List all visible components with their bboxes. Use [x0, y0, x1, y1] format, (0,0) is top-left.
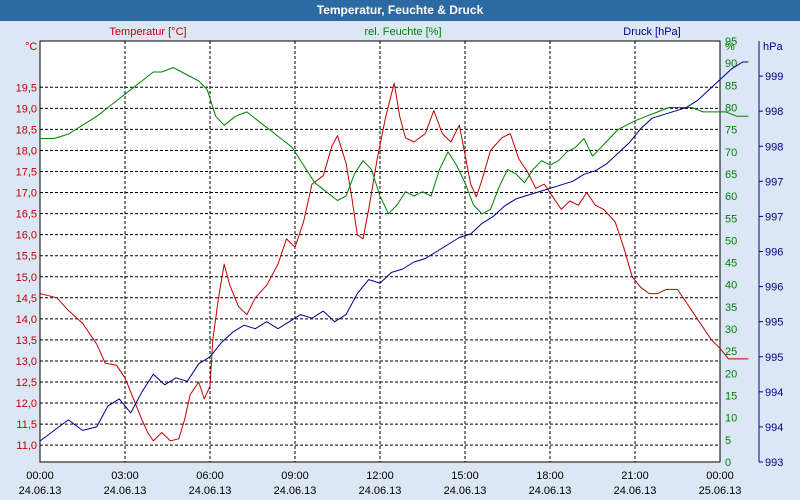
pressure-tick-label: 994: [765, 422, 783, 434]
x-tick-time: 09:00: [281, 470, 309, 482]
humidity-tick-label: 55: [725, 213, 737, 225]
temperature-tick-label: 12,5: [16, 377, 37, 389]
humidity-tick-label: 80: [725, 102, 737, 114]
pressure-tick-label: 995: [765, 352, 783, 364]
plot-border: [39, 40, 721, 463]
x-tick-date: 24.06.13: [104, 485, 147, 497]
pressure-tick-label: 997: [765, 211, 783, 223]
temperature-tick-label: 18,0: [16, 145, 37, 157]
humidity-tick-label: 25: [725, 346, 737, 358]
pressure-tick-label: 999: [765, 71, 783, 83]
humidity-tick-label: 35: [725, 302, 737, 314]
x-tick-time: 18:00: [536, 470, 564, 482]
temperature-tick-label: 16,0: [16, 230, 37, 242]
humidity-tick-label: 40: [725, 280, 737, 292]
pressure-tick-label: 993: [765, 457, 783, 469]
humidity-tick-label: 65: [725, 169, 737, 181]
temperature-tick-label: 16,5: [16, 209, 37, 221]
x-tick-date: 24.06.13: [444, 485, 487, 497]
x-tick-date: 25.06.13: [699, 485, 742, 497]
humidity-tick-label: 30: [725, 324, 737, 336]
temperature-tick-label: 19,0: [16, 103, 37, 115]
pressure-tick-label: 994: [765, 387, 783, 399]
series-line-temperature: [39, 82, 749, 442]
temperature-tick-label: 13,0: [16, 356, 37, 368]
temperature-tick-label: 15,5: [16, 251, 37, 263]
x-tick-time: 21:00: [621, 470, 649, 482]
grid: [40, 41, 720, 462]
humidity-tick-label: 85: [725, 80, 737, 92]
pressure-tick-label: 996: [765, 247, 783, 259]
temperature-tick-label: 14,0: [16, 314, 37, 326]
pressure-tick-label: 996: [765, 282, 783, 294]
humidity-axis-label: rel. Feuchte [%]: [364, 26, 441, 38]
humidity-tick-label: 5: [725, 435, 731, 447]
temperature-tick-label: 12,0: [16, 398, 37, 410]
x-tick-date: 24.06.13: [614, 485, 657, 497]
x-tick-time: 03:00: [111, 470, 139, 482]
pressure-unit: hPa: [763, 41, 783, 53]
temperature-axis-label: Temperatur [°C]: [109, 26, 186, 38]
humidity-tick-label: 10: [725, 413, 737, 425]
humidity-unit: %: [725, 41, 735, 53]
humidity-tick-label: 90: [725, 58, 737, 70]
window-title: Temperatur, Feuchte & Druck: [0, 0, 800, 21]
x-tick-time: 15:00: [451, 470, 479, 482]
temperature-tick-label: 17,5: [16, 167, 37, 179]
temperature-unit: °C: [25, 41, 37, 53]
temperature-tick-label: 11,5: [16, 419, 37, 431]
humidity-tick-label: 70: [725, 147, 737, 159]
humidity-tick-label: 50: [725, 235, 737, 247]
x-tick-time: 06:00: [196, 470, 224, 482]
humidity-tick-label: 45: [725, 258, 737, 270]
temperature-tick-label: 19,5: [16, 82, 37, 94]
humidity-tick-label: 95: [725, 36, 737, 48]
temperature-tick-label: 14,5: [16, 293, 37, 305]
x-tick-time: 00:00: [26, 470, 54, 482]
pressure-tick-label: 998: [765, 106, 783, 118]
pressure-axis-label: Druck [hPa]: [623, 26, 680, 38]
x-tick-date: 24.06.13: [189, 485, 232, 497]
humidity-tick-label: 75: [725, 125, 737, 137]
series-line-pressure: [39, 61, 749, 442]
humidity-tick-label: 20: [725, 368, 737, 380]
humidity-tick-label: 0: [725, 457, 731, 469]
temperature-tick-label: 15,0: [16, 272, 37, 284]
temperature-tick-label: 18,5: [16, 124, 37, 136]
x-tick-date: 24.06.13: [359, 485, 402, 497]
series-line-humidity: [40, 67, 749, 215]
axes: 00:00 24.06.13 03:00 24.06.13 06:00 24.06.13 0…: [16, 26, 784, 497]
pressure-tick-label: 998: [765, 141, 783, 153]
humidity-tick-label: 15: [725, 391, 737, 403]
x-tick-time: 12:00: [366, 470, 394, 482]
series-group: [39, 61, 749, 442]
humidity-tick-label: 60: [725, 191, 737, 203]
x-tick-date: 24.06.13: [19, 485, 62, 497]
pressure-tick-label: 995: [765, 317, 783, 329]
x-tick-date: 24.06.13: [274, 485, 317, 497]
x-tick-date: 24.06.13: [529, 485, 572, 497]
temperature-tick-label: 13,5: [16, 335, 37, 347]
temperature-tick-label: 17,0: [16, 188, 37, 200]
x-tick-time: 00:00: [706, 470, 734, 482]
pressure-tick-label: 997: [765, 176, 783, 188]
temperature-tick-label: 11,0: [16, 440, 37, 452]
